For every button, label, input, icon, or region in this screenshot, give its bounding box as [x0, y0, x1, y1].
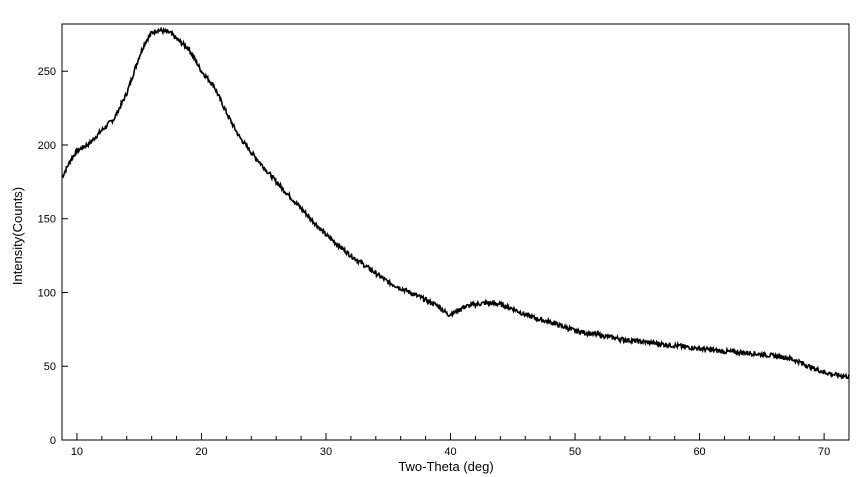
x-tick-label: 20	[195, 446, 207, 458]
x-tick-label: 50	[569, 446, 581, 458]
x-tick-label: 60	[693, 446, 705, 458]
y-axis-title: Intensity(Counts)	[10, 187, 25, 285]
y-axis: 0 50 100 150 200 250	[38, 66, 68, 447]
y-tick-label: 200	[38, 140, 56, 152]
y-tick-label: 150	[38, 214, 56, 226]
y-tick-label: 250	[38, 66, 56, 78]
plot-frame	[61, 23, 850, 441]
x-axis: 10 20 30 40 50 60 70	[71, 433, 850, 458]
y-tick-label: 0	[50, 435, 56, 447]
intensity-series-line	[61, 26, 850, 380]
x-tick-label: 40	[444, 446, 456, 458]
x-tick-label: 30	[320, 446, 332, 458]
y-tick-label: 100	[38, 287, 56, 299]
x-tick-label: 10	[71, 446, 83, 458]
x-axis-title: Two-Theta (deg)	[398, 459, 493, 474]
y-tick-label: 50	[44, 361, 56, 373]
x-tick-label: 70	[818, 446, 830, 458]
